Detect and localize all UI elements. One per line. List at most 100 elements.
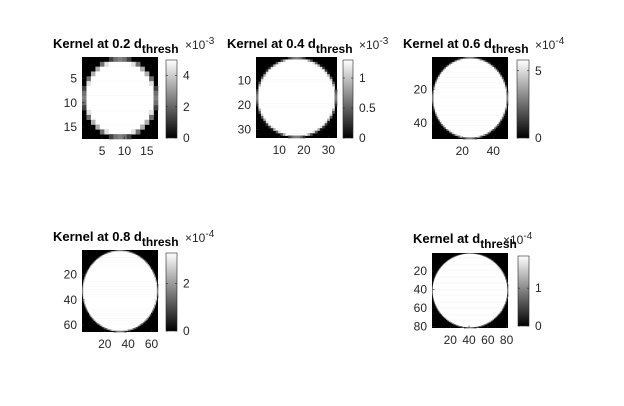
heatmap-cell — [82, 292, 84, 295]
heatmap-cell — [441, 120, 499, 123]
heatmap-cell — [490, 320, 492, 322]
heatmap-cell — [489, 321, 491, 323]
heatmap-cell — [126, 134, 132, 140]
heatmap-cell — [82, 285, 84, 287]
heatmap-cell — [481, 135, 484, 138]
heatmap-cell — [150, 267, 153, 270]
panel-title: Kernel at 0.4 dthresh — [227, 36, 353, 56]
heatmap-cell — [447, 260, 493, 262]
heatmap-cell — [436, 80, 504, 83]
heatmap-cell — [441, 266, 499, 269]
heatmap-cell — [84, 280, 156, 282]
heatmap-cell — [113, 251, 127, 253]
heatmap-cell — [491, 259, 493, 261]
heatmap-cell — [438, 270, 502, 272]
heatmap-cell — [297, 57, 301, 60]
panel-title-subscript: thresh — [142, 42, 179, 56]
heatmap-cell — [99, 323, 141, 325]
heatmap-cell — [438, 309, 502, 311]
heatmap-cell — [260, 108, 333, 112]
heatmap-cell — [447, 128, 450, 131]
heatmap-cell — [432, 294, 508, 296]
heatmap-cell — [483, 60, 486, 63]
heatmap-cell — [460, 326, 462, 328]
colorbar: 05 — [516, 59, 542, 145]
heatmap-cell — [295, 135, 299, 139]
heatmap-cell — [432, 90, 434, 93]
heatmap-cell — [433, 299, 507, 301]
heatmap-cell — [87, 267, 90, 270]
heatmap-cell — [258, 108, 262, 112]
heatmap-cell — [433, 280, 507, 283]
heatmap-cell — [439, 122, 442, 125]
heatmap-cell — [322, 69, 326, 73]
heatmap-cell — [478, 135, 481, 138]
heatmap-cell — [156, 290, 159, 292]
heatmap-cell — [491, 320, 493, 322]
heatmap-cell — [443, 316, 445, 319]
heatmap-cell — [496, 315, 498, 317]
heatmap-cell — [433, 278, 436, 280]
heatmap-cell — [444, 317, 446, 320]
heatmap-cell — [439, 312, 441, 314]
colorbar-tick-label: 1 — [359, 71, 366, 85]
heatmap-cell — [436, 77, 439, 80]
heatmap-cell — [153, 90, 159, 96]
heatmap-cell — [506, 297, 508, 299]
heatmap-cell — [324, 120, 328, 124]
heatmap-cell — [506, 103, 509, 106]
heatmap-cell — [459, 254, 461, 257]
heatmap-cell — [453, 132, 487, 135]
heatmap-cell — [435, 107, 506, 110]
heatmap-cell — [290, 57, 294, 60]
heatmap-cell — [115, 330, 118, 333]
heatmap-cell — [84, 277, 86, 280]
heatmap-cell — [455, 324, 457, 326]
heatmap-cell — [490, 65, 493, 68]
heatmap-cell — [504, 276, 506, 278]
heatmap-cell — [145, 261, 147, 263]
heatmap-cell — [432, 287, 508, 289]
heatmap-cell — [105, 326, 135, 329]
heatmap-cell — [82, 295, 84, 297]
heatmap-cell — [450, 321, 490, 323]
heatmap-cell — [125, 330, 127, 333]
heatmap-cell — [140, 324, 142, 326]
heatmap-cell — [334, 88, 338, 92]
heatmap-cell — [82, 290, 84, 292]
heatmap-cell — [287, 57, 291, 60]
heatmap-cell — [506, 281, 508, 283]
heatmap-cell — [292, 57, 296, 60]
heatmap-cell — [480, 135, 482, 138]
heatmap-cell — [334, 91, 338, 95]
heatmap-cell — [493, 261, 496, 263]
heatmap-cell — [87, 309, 153, 311]
heatmap-cell — [448, 320, 451, 322]
heatmap-cell — [258, 103, 335, 107]
heatmap-cell — [450, 63, 490, 66]
heatmap-cell — [258, 96, 335, 100]
heatmap-cell — [438, 77, 503, 80]
heatmap-cell — [469, 137, 472, 140]
heatmap-cell — [504, 277, 506, 279]
heatmap-cell — [458, 58, 461, 61]
heatmap-cell — [332, 111, 335, 114]
heatmap-cell — [433, 298, 507, 300]
heatmap-cell — [451, 322, 453, 324]
heatmap-cell — [447, 260, 449, 262]
heatmap-cell — [329, 115, 333, 119]
heatmap-cell — [111, 329, 113, 332]
heatmap-cell — [480, 325, 483, 327]
x-tick-label: 30 — [322, 143, 336, 157]
heatmap-cell — [452, 257, 488, 259]
heatmap-cell — [145, 319, 147, 321]
heatmap-cell — [104, 253, 106, 256]
heatmap-cell — [439, 72, 442, 75]
heatmap-cell — [441, 73, 499, 76]
heatmap-cell — [447, 261, 494, 263]
heatmap-cell — [136, 255, 139, 257]
heatmap-cell — [485, 323, 487, 325]
heatmap-cell — [82, 284, 84, 286]
heatmap-cell — [90, 114, 150, 121]
colorbar: 01 — [517, 255, 542, 333]
